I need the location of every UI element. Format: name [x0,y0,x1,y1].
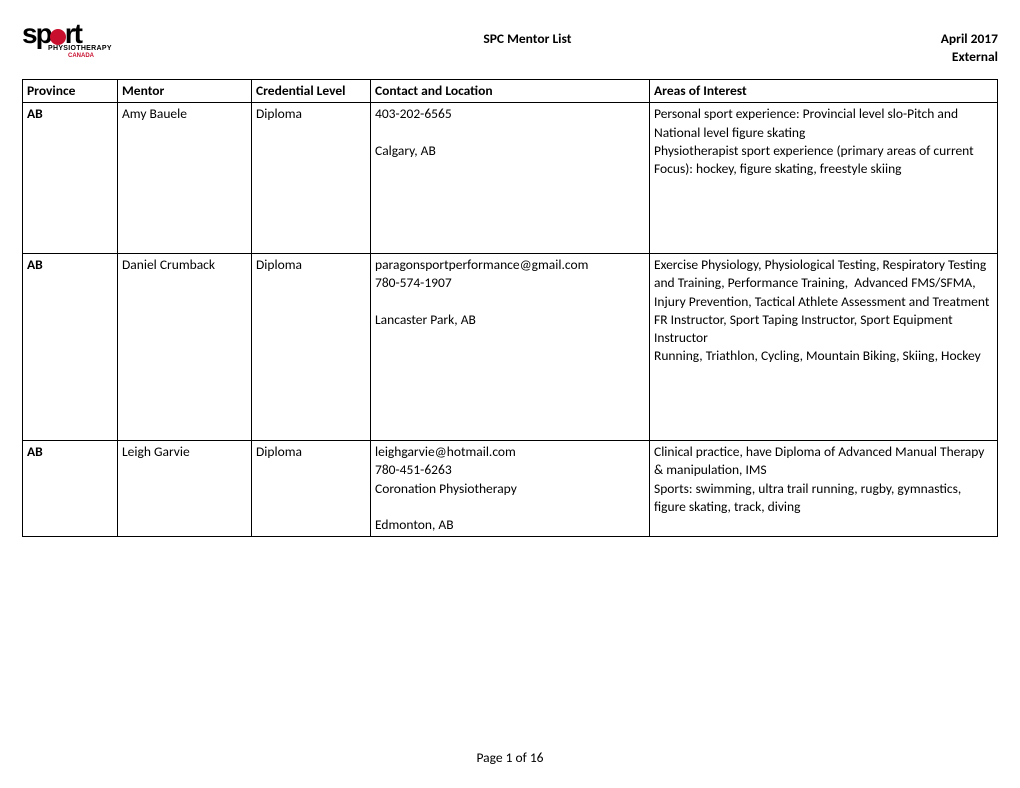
cell-mentor: Leigh Garvie [118,441,252,537]
cell-province: AB [23,254,118,441]
cell-contact: 403-202-6565 Calgary, AB [371,103,650,254]
page-title: SPC Mentor List [114,22,941,47]
cell-interest: Exercise Physiology, Physiological Testi… [650,254,998,441]
col-header-mentor: Mentor [118,80,252,103]
cell-province: AB [23,441,118,537]
table-row: ABDaniel CrumbackDiplomaparagonsportperf… [23,254,998,441]
logo-o-icon [50,29,66,45]
header-right: April 2017 External [941,22,998,65]
mentor-table: Province Mentor Credential Level Contact… [22,79,998,537]
cell-contact: leighgarvie@hotmail.com780-451-6263Coron… [371,441,650,537]
page-footer: Page 1 of 16 [0,749,1020,766]
table-row: ABLeigh GarvieDiplomaleighgarvie@hotmail… [23,441,998,537]
cell-credential: Diploma [252,441,371,537]
logo-text-sp: sp [22,18,51,49]
logo-subtext: PHYSIOTHERAPY [48,45,112,52]
table-body: ABAmy BaueleDiploma403-202-6565 Calgary,… [23,103,998,537]
col-header-contact: Contact and Location [371,80,650,103]
col-header-credential: Credential Level [252,80,371,103]
logo: sprt PHYSIOTHERAPY CANADA [22,22,114,62]
cell-mentor: Daniel Crumback [118,254,252,441]
cell-interest: Personal sport experience: Provincial le… [650,103,998,254]
cell-contact: paragonsportperformance@gmail.com780-574… [371,254,650,441]
cell-province: AB [23,103,118,254]
col-header-interest: Areas of Interest [650,80,998,103]
header: sprt PHYSIOTHERAPY CANADA SPC Mentor Lis… [22,22,998,65]
logo-canada: CANADA [68,53,94,59]
header-subtitle: External [941,48,998,66]
col-header-province: Province [23,80,118,103]
cell-credential: Diploma [252,254,371,441]
cell-credential: Diploma [252,103,371,254]
cell-mentor: Amy Bauele [118,103,252,254]
header-date: April 2017 [941,30,998,48]
table-header: Province Mentor Credential Level Contact… [23,80,998,103]
table-header-row: Province Mentor Credential Level Contact… [23,80,998,103]
cell-interest: Clinical practice, have Diploma of Advan… [650,441,998,537]
table-row: ABAmy BaueleDiploma403-202-6565 Calgary,… [23,103,998,254]
